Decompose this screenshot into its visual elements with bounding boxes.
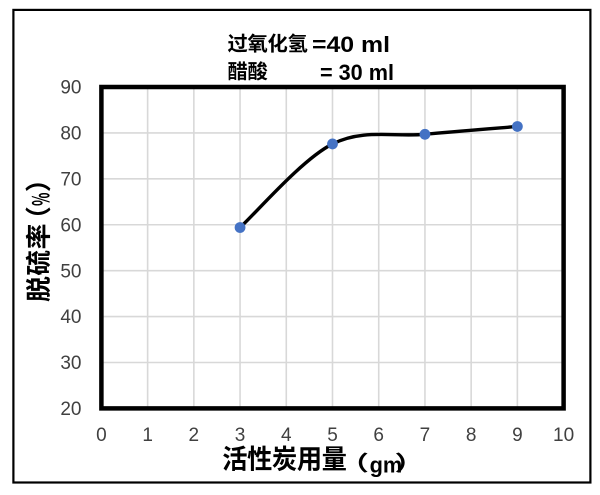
svg-text:9: 9 <box>512 425 523 446</box>
svg-text:6: 6 <box>373 425 384 446</box>
svg-text:2: 2 <box>189 425 200 446</box>
svg-text:0: 0 <box>96 425 107 446</box>
svg-text:40: 40 <box>60 307 81 328</box>
svg-text:4: 4 <box>281 425 292 446</box>
svg-text:= 30 ml: = 30 ml <box>320 60 394 85</box>
svg-text:10: 10 <box>553 425 574 446</box>
svg-text:20: 20 <box>60 399 81 420</box>
svg-text:90: 90 <box>60 78 81 99</box>
svg-text:=40 ml: =40 ml <box>312 32 390 57</box>
svg-text:3: 3 <box>235 425 246 446</box>
svg-text:60: 60 <box>60 215 81 236</box>
svg-text:5: 5 <box>327 425 338 446</box>
svg-text:70: 70 <box>60 169 81 190</box>
svg-text:80: 80 <box>60 124 81 145</box>
svg-text:30: 30 <box>60 353 81 374</box>
svg-text:7: 7 <box>420 425 431 446</box>
svg-text:1: 1 <box>142 425 153 446</box>
svg-text:8: 8 <box>466 425 477 446</box>
svg-text:gm: gm <box>370 452 403 477</box>
svg-text:50: 50 <box>60 261 81 282</box>
